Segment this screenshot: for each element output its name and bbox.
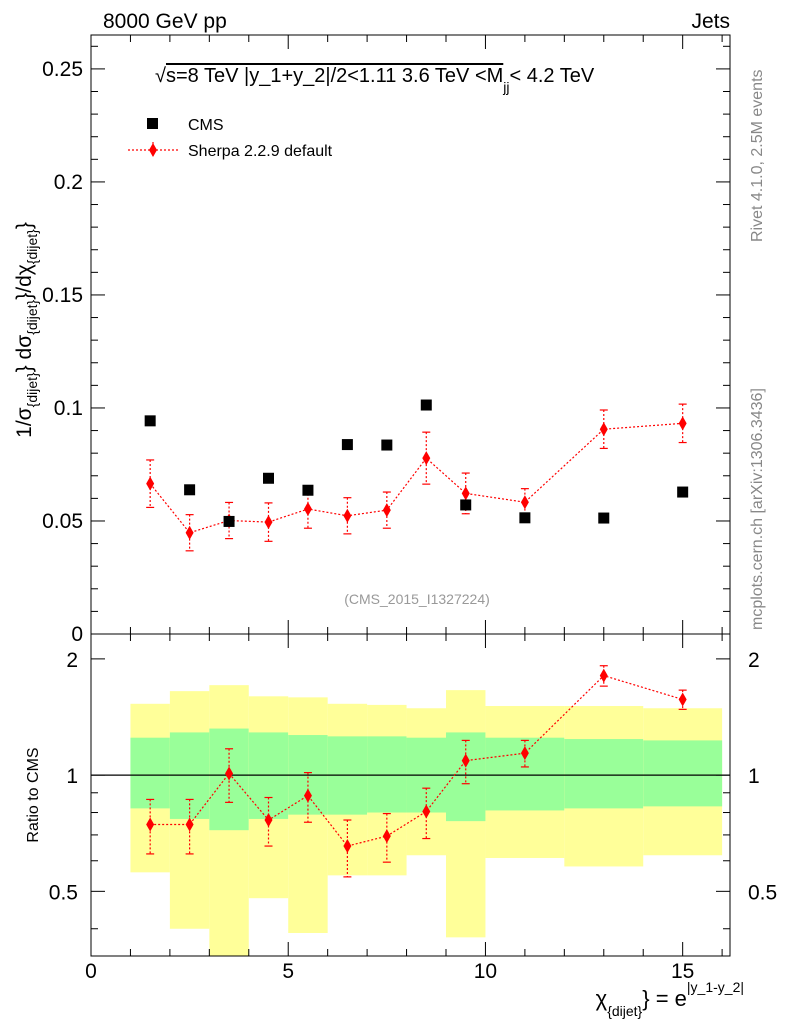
main-data: [144, 399, 689, 552]
ratio-point: [303, 788, 312, 803]
sherpa-point: [343, 508, 352, 523]
green-band: [643, 740, 723, 807]
title-tail: < 4.2 TeV: [510, 65, 595, 87]
ratio-panel: 0.5 0.5 1 1 2 2 0 5 10 15 Ratio to CMS χ{dijet}}…: [25, 633, 777, 1019]
sherpa-point: [599, 422, 608, 437]
ratio-point: [520, 746, 529, 761]
x-tick-label: 10: [474, 960, 497, 983]
x-tick-label: 0: [85, 960, 97, 983]
ratio-point: [382, 829, 391, 844]
sherpa-point: [520, 495, 529, 510]
ratio-y-tick-labels: 0.5 0.5 1 1 2 2: [49, 649, 777, 904]
title-sub: jj: [502, 79, 509, 95]
ratio-point: [599, 668, 608, 683]
y-axis-label: 1/σ{dijet}} dσ{dijet}}/dχ{dijet}}: [13, 222, 40, 438]
ratio-y-tick-label-right: 2: [748, 649, 760, 672]
sherpa-point: [382, 503, 391, 518]
sherpa-point: [461, 486, 470, 501]
cms-point: [223, 515, 235, 527]
rivet-label: Rivet 4.1.0, 2.5M events: [749, 69, 766, 242]
sherpa-point: [185, 525, 194, 540]
cms-point: [302, 484, 314, 496]
cms-point: [420, 399, 432, 411]
ratio-frame: [90, 633, 731, 957]
sherpa-point: [422, 451, 431, 466]
main-y-tick-labels: 0 0.05 0.1 0.15 0.2 0.25: [42, 58, 83, 646]
ratio-point: [185, 817, 194, 832]
ratio-point: [264, 813, 273, 828]
ratio-point: [678, 692, 687, 707]
y-tick-label: 0.15: [42, 284, 83, 307]
legend: CMS Sherpa 2.2.9 default: [128, 117, 333, 160]
cms-point: [263, 472, 274, 484]
analysis-id: (CMS_2015_I1327224): [344, 591, 490, 607]
legend-cms-label: CMS: [188, 117, 224, 134]
cms-point: [460, 499, 472, 511]
green-band: [130, 737, 170, 809]
ratio-point: [146, 817, 155, 832]
cms-point: [519, 512, 531, 524]
main-panel: 0 0.05 0.1 0.15 0.2 0.25 √s=8 TeV |y_1+y_2|/2…: [13, 34, 731, 646]
mcplots-label: mcplots.cern.ch [arXiv:1306.3436]: [749, 388, 766, 630]
x-tick-labels: 0 5 10 15: [85, 960, 694, 983]
cms-point: [184, 484, 196, 496]
cms-point: [144, 415, 156, 427]
header-left: 8000 GeV pp: [103, 10, 227, 33]
y-tick-label: 0: [71, 623, 83, 646]
ratio-point: [422, 804, 431, 819]
ratio-y-tick-label-right: 1: [748, 765, 760, 788]
ratio-y-tick-label: 1: [66, 765, 78, 788]
ratio-line: [150, 674, 683, 847]
legend-cms-marker: [147, 118, 158, 129]
ratio-point: [343, 839, 352, 854]
main-ticks: [90, 35, 730, 635]
green-band: [564, 739, 644, 809]
sherpa-line: [149, 422, 683, 534]
chart-title: √s=8 TeV |y_1+y_2|/2<1.11 3.6 TeV <Mjj< …: [155, 65, 595, 95]
sherpa-point: [146, 476, 155, 491]
sherpa-point: [303, 502, 312, 517]
cms-point: [677, 486, 689, 498]
legend-sherpa-label: Sherpa 2.2.9 default: [188, 143, 333, 160]
ratio-y-tick-label-right: 0.5: [748, 881, 777, 904]
legend-sherpa-marker: [149, 143, 157, 157]
ratio-data: [146, 665, 687, 878]
title-sqrt: √: [155, 65, 166, 87]
cms-point: [341, 439, 353, 451]
main-frame: [90, 34, 731, 635]
yellow-band: [288, 697, 328, 933]
ratio-y-axis-label: Ratio to CMS: [25, 747, 42, 842]
ratio-point: [461, 753, 470, 768]
ratio-ticks: [90, 634, 730, 956]
green-band: [367, 736, 407, 813]
x-tick-label: 5: [282, 960, 294, 983]
ratio-y-tick-label: 0.5: [49, 881, 78, 904]
x-tick-label: 15: [671, 960, 694, 983]
sherpa-point: [678, 416, 687, 431]
y-tick-label: 0.05: [42, 510, 83, 533]
ratio-point: [225, 766, 234, 781]
y-tick-label: 0.25: [42, 58, 83, 81]
ratio-y-tick-label: 2: [66, 649, 78, 672]
sherpa-point: [264, 515, 273, 530]
x-axis-label: χ{dijet}} = e|y_1-y_2|: [596, 979, 744, 1019]
cms-point: [381, 439, 393, 451]
y-tick-label: 0.1: [54, 397, 83, 420]
cms-point: [598, 512, 610, 524]
y-tick-label: 0.2: [54, 171, 83, 194]
header-right: Jets: [691, 10, 730, 33]
title-main: s=8 TeV |y_1+y_2|/2<1.11 3.6 TeV <M: [166, 65, 503, 87]
